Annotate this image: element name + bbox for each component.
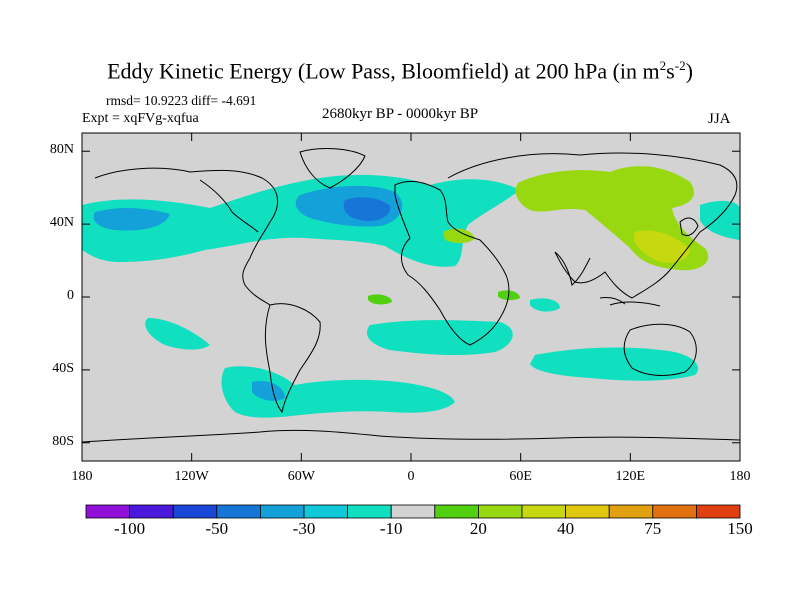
colorbar-swatch: [565, 504, 610, 519]
colorbar-swatch: [172, 504, 218, 519]
australia-anomaly: [530, 347, 699, 381]
lat-tick-label: 0: [67, 288, 74, 303]
southern-ocean-core: [252, 380, 285, 401]
plot-title: Eddy Kinetic Energy (Low Pass, Bloomfiel…: [107, 58, 693, 84]
colorbar-swatch: [347, 504, 392, 519]
colorbar-swatch: [434, 504, 479, 519]
colorbar-swatch: [390, 504, 436, 519]
indonesia-coast: [599, 297, 661, 307]
australia-coast: [623, 323, 697, 376]
lon-tick-label: 180: [729, 469, 751, 484]
southern-ocean-anomaly: [221, 366, 455, 418]
experiment-label: Expt = xqFVg-xqfua: [82, 111, 199, 126]
japan-coast: [679, 217, 699, 237]
colorbar-swatch: [521, 504, 566, 519]
asia-coast: [447, 152, 738, 299]
mediterranean-anomaly: [443, 228, 475, 244]
colorbar-swatch: [303, 504, 348, 519]
lat-tick-label: 80N: [49, 142, 74, 158]
lon-tick-label: 120W: [174, 469, 209, 484]
north-america-coast: [94, 167, 278, 306]
colorbar-swatch: [652, 504, 697, 519]
colorbar-swatch: [477, 504, 523, 519]
pacific-anomaly: [93, 207, 170, 231]
tropical-atlantic-green: [368, 294, 392, 305]
east-asia-anomaly-core: [633, 230, 690, 263]
lat-tick-label: 80S: [52, 433, 74, 449]
lon-tick-label: 60E: [509, 469, 532, 484]
colorbar-swatch: [696, 504, 741, 519]
colorbar-swatch: [129, 504, 174, 519]
north-atlantic-core: [343, 197, 391, 222]
antarctica-coast: [82, 429, 740, 443]
colorbar-swatch: [216, 504, 261, 519]
colorbar-label: 150: [727, 519, 753, 538]
colorbar-label: -100: [114, 519, 146, 538]
period-label: 2680kyr BP - 0000kyr BP: [321, 106, 479, 122]
southern-indian-anomaly: [366, 320, 513, 356]
lon-tick-label: 60W: [287, 469, 315, 484]
north-pacific-east-anomaly: [700, 200, 740, 240]
colorbar-label: 75: [644, 519, 662, 538]
europe-africa-coast: [394, 180, 510, 346]
indian-ocean-dot: [530, 298, 560, 312]
lat-tick-label: 40N: [49, 215, 74, 231]
south-america-coast: [264, 303, 321, 414]
colorbar-swatch: [259, 504, 305, 519]
colorbar-swatch: [608, 504, 654, 519]
coastlines: [82, 148, 740, 443]
colorbar-label: -50: [205, 519, 229, 538]
tick-marks: [81, 133, 741, 461]
colorbar: [85, 504, 741, 519]
lat-tick-label: 40S: [52, 360, 74, 376]
lon-tick-label: 0: [407, 469, 415, 484]
colorbar-swatch: [85, 504, 130, 519]
south-pacific-anomaly: [145, 318, 210, 350]
india-coast: [554, 251, 591, 286]
colorbar-label: -10: [379, 519, 403, 538]
colorbar-label: -30: [292, 519, 316, 538]
lon-tick-label: 180: [71, 469, 93, 484]
colorbar-label: 40: [557, 519, 575, 538]
greenland-coast: [299, 148, 366, 189]
stats-text: rmsd= 10.9223 diff= -4.691: [106, 93, 257, 108]
anomaly-shading: [82, 166, 740, 418]
season-label: JJA: [708, 111, 731, 127]
north-atlantic-anomaly: [82, 174, 520, 267]
colorbar-label: 20: [469, 519, 487, 538]
lon-tick-label: 120E: [615, 469, 646, 484]
